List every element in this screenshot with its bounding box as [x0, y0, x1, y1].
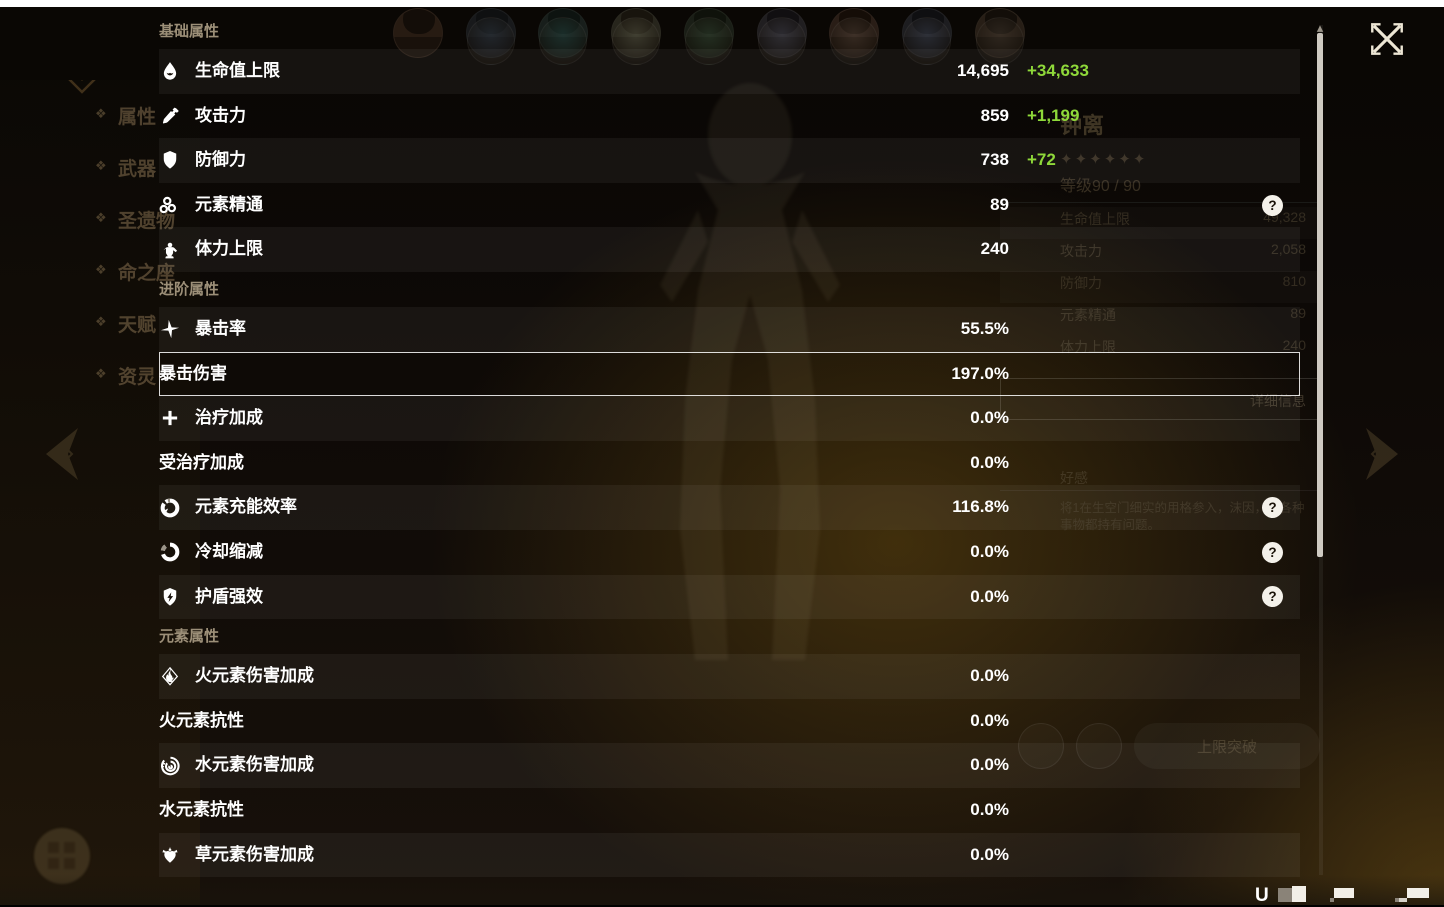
svg-text:?: ? — [1268, 545, 1276, 560]
svg-text:?: ? — [1268, 500, 1276, 515]
svg-text:?: ? — [1268, 198, 1276, 213]
svg-text:?: ? — [1268, 590, 1276, 605]
